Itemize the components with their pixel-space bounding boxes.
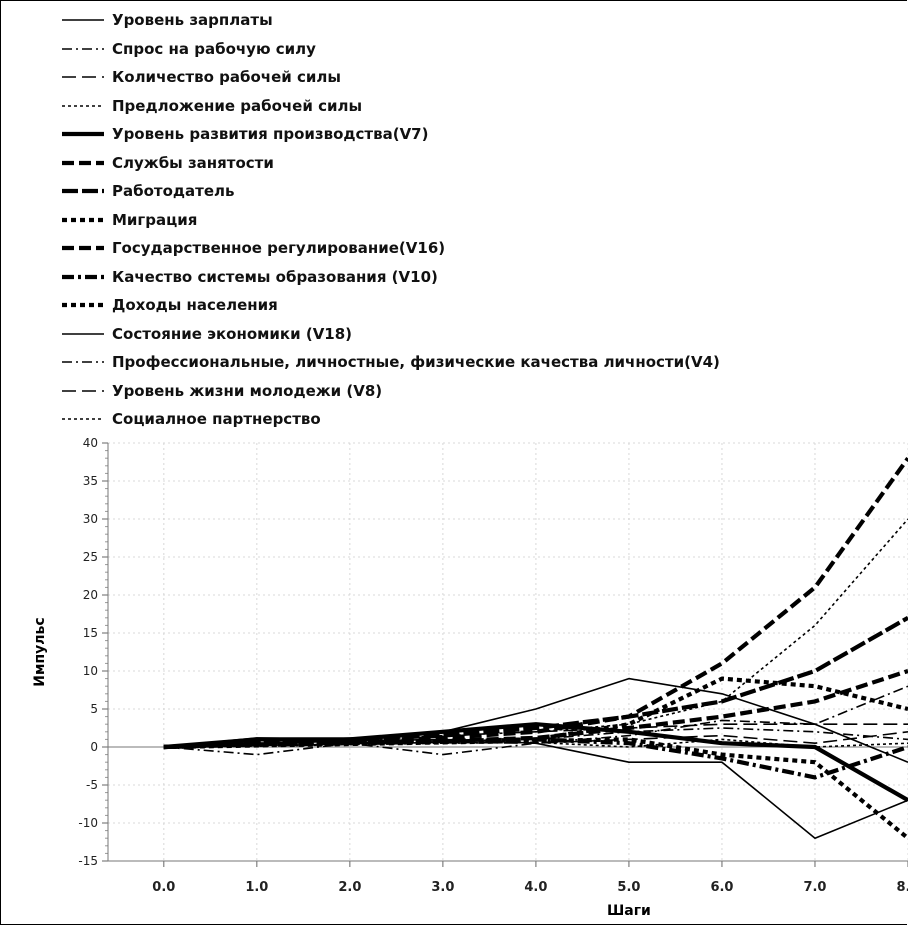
y-tick-label: 35 xyxy=(83,474,98,488)
legend-item: Спрос на рабочую силу xyxy=(60,35,720,64)
legend-label: Уровень зарплаты xyxy=(112,11,273,30)
legend-item: Профессиональные, личностные, физические… xyxy=(60,348,720,377)
x-tick-label: 0.0 xyxy=(152,880,175,895)
legend-label: Спрос на рабочую силу xyxy=(112,39,316,58)
legend-item: Уровень зарплаты xyxy=(60,6,720,35)
legend-item: Количество рабочей силы xyxy=(60,63,720,92)
legend-swatch xyxy=(62,274,104,279)
legend-swatch xyxy=(62,389,104,392)
legend-swatch xyxy=(62,418,104,421)
x-tick-label: 5.0 xyxy=(617,880,640,895)
legend-label: Социалное партнерство xyxy=(112,410,321,429)
y-axis-title: Импульс xyxy=(32,617,48,686)
chart-grid xyxy=(108,442,908,862)
legend-label: Уровень жизни молодежи (V8) xyxy=(112,381,383,400)
y-tick-label: 25 xyxy=(83,550,98,564)
y-tick-label: 40 xyxy=(83,436,98,450)
y-tick-label: -5 xyxy=(86,778,98,792)
legend-label: Миграция xyxy=(112,210,198,229)
legend-item: Социалное партнерство xyxy=(60,405,720,434)
y-tick-label: 0 xyxy=(90,740,98,754)
legend-label: Состояние экономики (V18) xyxy=(112,324,353,343)
legend-label: Предложение рабочей силы xyxy=(112,96,363,115)
legend-label: Службы занятости xyxy=(112,153,274,172)
legend-swatch xyxy=(62,217,104,222)
legend-label: Профессиональные, личностные, физические… xyxy=(112,353,720,372)
legend-label: Количество рабочей силы xyxy=(112,68,341,87)
y-tick-label: 10 xyxy=(83,664,98,678)
y-tick-label: -10 xyxy=(78,816,98,830)
legend-swatch xyxy=(62,303,104,308)
legend-swatch xyxy=(62,246,104,251)
legend-item: Предложение рабочей силы xyxy=(60,92,720,121)
legend-label: Работодатель xyxy=(112,182,235,201)
legend-item: Уровень развития производства(V7) xyxy=(60,120,720,149)
y-tick-label: 5 xyxy=(90,702,98,716)
y-tick-label: -15 xyxy=(78,854,98,868)
x-tick-label: 8.0 xyxy=(896,880,908,895)
y-tick-label: 15 xyxy=(83,626,98,640)
legend-item: Миграция xyxy=(60,206,720,235)
legend-label: Уровень развития производства(V7) xyxy=(112,125,429,144)
legend-item: Службы занятости xyxy=(60,149,720,178)
legend-swatch xyxy=(62,361,104,364)
chart-legend: Уровень зарплаты Спрос на рабочую силу Кол… xyxy=(60,6,720,434)
legend-swatch xyxy=(62,19,104,22)
series-line xyxy=(163,737,908,840)
y-tick-label: 20 xyxy=(83,588,98,602)
legend-item: Уровень жизни молодежи (V8) xyxy=(60,377,720,406)
x-axis-title: Шаги xyxy=(607,903,651,919)
legend-item: Доходы населения xyxy=(60,291,720,320)
legend-label: Качество системы образования (V10) xyxy=(112,267,438,286)
x-tick-label: 4.0 xyxy=(524,880,547,895)
legend-swatch xyxy=(62,132,104,137)
series-line xyxy=(163,738,908,748)
x-tick-label: 1.0 xyxy=(245,880,268,895)
chart-axes: 40 35 30 25 20 15 10 5 0 -5 -10 -15 0.0 1.0 2.0 3.0 4.0 5… xyxy=(78,436,908,895)
legend-item: Государственное регулирование(V16) xyxy=(60,234,720,263)
series-layer xyxy=(163,456,908,840)
legend-swatch xyxy=(62,189,104,194)
x-tick-label: 2.0 xyxy=(338,880,361,895)
legend-swatch xyxy=(62,160,104,165)
legend-swatch xyxy=(62,47,104,50)
legend-label: Государственное регулирование(V16) xyxy=(112,239,446,258)
legend-label: Доходы населения xyxy=(112,296,278,315)
series-line xyxy=(163,518,908,748)
y-tick-label: 30 xyxy=(83,512,98,526)
legend-item: Состояние экономики (V18) xyxy=(60,320,720,349)
x-tick-label: 6.0 xyxy=(710,880,733,895)
legend-item: Работодатель xyxy=(60,177,720,206)
legend-swatch xyxy=(62,104,104,107)
series-line xyxy=(163,615,908,750)
legend-item: Качество системы образования (V10) xyxy=(60,263,720,292)
x-tick-label: 3.0 xyxy=(431,880,454,895)
x-tick-label: 7.0 xyxy=(803,880,826,895)
legend-swatch xyxy=(62,332,104,335)
legend-swatch xyxy=(62,76,104,79)
